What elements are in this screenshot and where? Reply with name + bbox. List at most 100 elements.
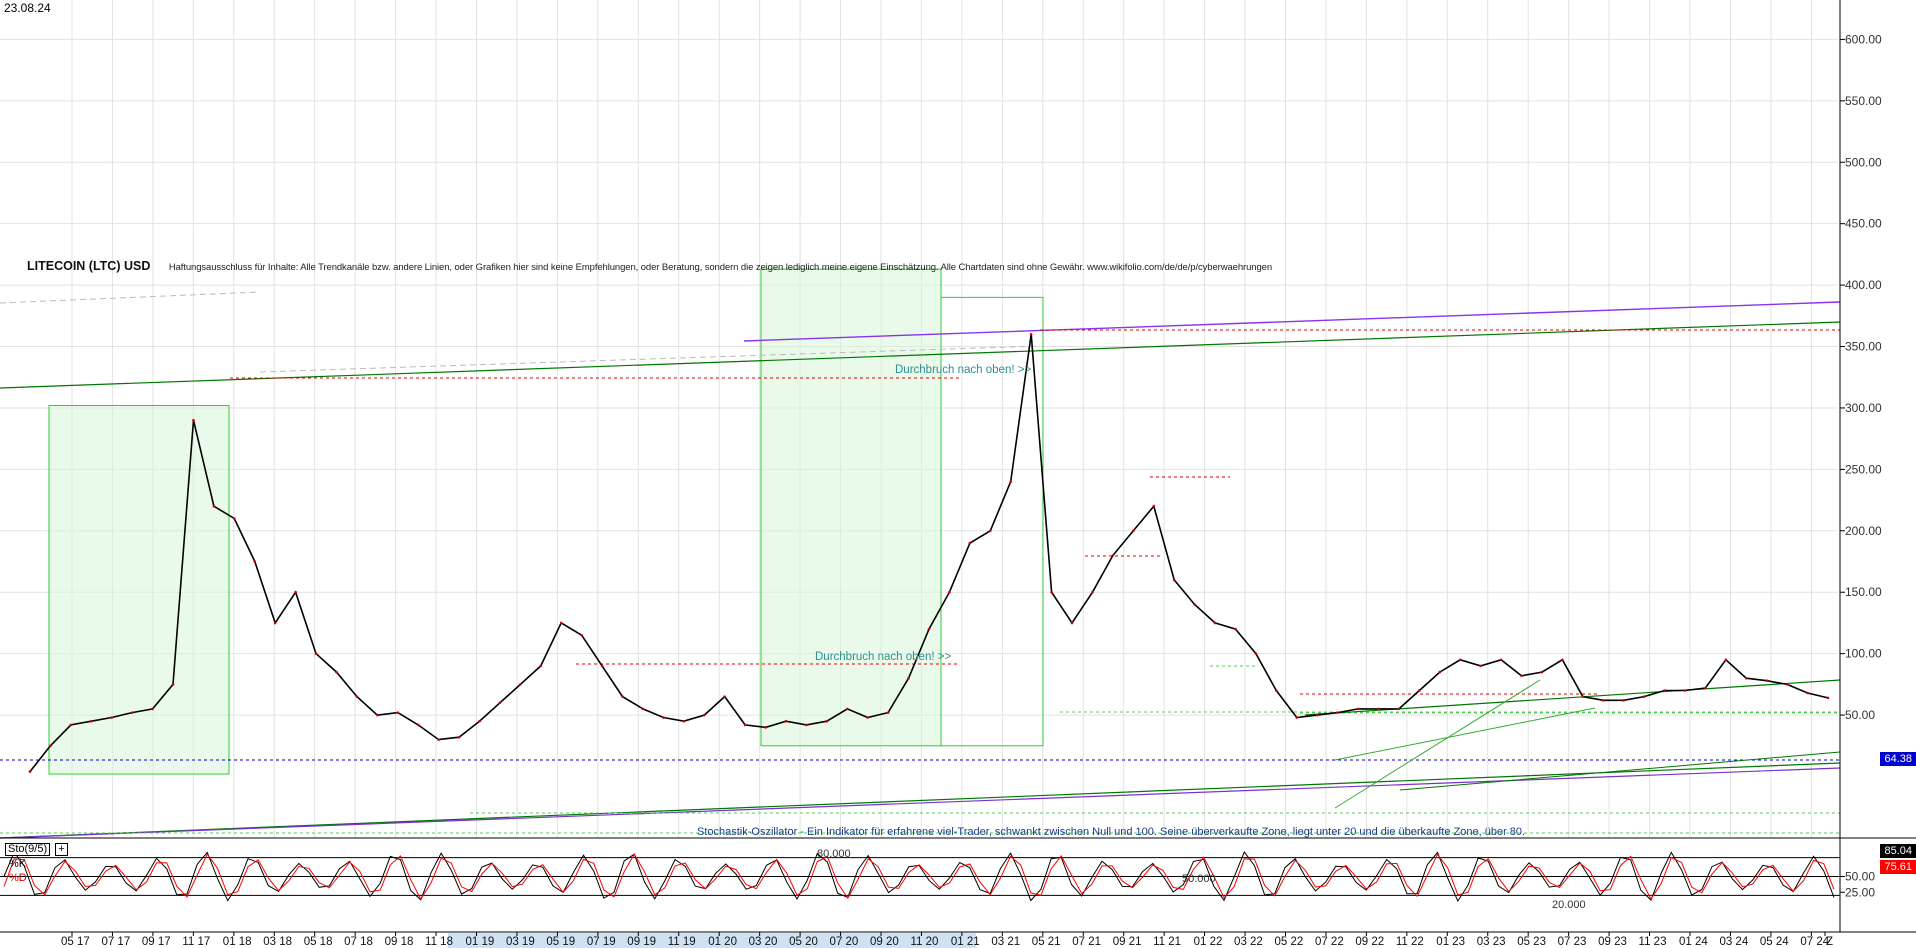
price-point bbox=[907, 676, 910, 680]
time-tick-label: 03 22 bbox=[1234, 936, 1263, 948]
breakout-annotation-1: Durchbruch nach oben! >> bbox=[895, 364, 1032, 376]
price-point bbox=[539, 664, 543, 668]
price-point bbox=[743, 723, 747, 727]
time-tick-label: 03 23 bbox=[1477, 936, 1506, 948]
price-point bbox=[702, 713, 706, 717]
price-tick-label: 300.00 bbox=[1845, 401, 1882, 415]
time-tick-label: 09 19 bbox=[627, 936, 656, 948]
price-point bbox=[1826, 696, 1830, 700]
price-point bbox=[1704, 686, 1707, 690]
price-point bbox=[600, 664, 604, 668]
price-point bbox=[28, 770, 32, 773]
price-point bbox=[1663, 689, 1666, 692]
price-tick-label: 100.00 bbox=[1845, 647, 1882, 661]
price-point bbox=[927, 627, 931, 631]
last-price-tag: 64.38 bbox=[1880, 752, 1916, 766]
price-point bbox=[1438, 670, 1442, 674]
price-point bbox=[130, 711, 134, 714]
price-point bbox=[1356, 707, 1360, 711]
price-point bbox=[314, 652, 318, 655]
price-point bbox=[1540, 670, 1544, 674]
price-point bbox=[212, 504, 216, 508]
time-tick-label: 11 19 bbox=[668, 936, 696, 948]
price-point bbox=[1070, 621, 1074, 625]
zone-box-3 bbox=[940, 296, 1044, 747]
time-tick-label: 09 18 bbox=[385, 936, 414, 948]
time-tick-label: 01 21 bbox=[951, 936, 980, 948]
time-tick-label: 09 23 bbox=[1598, 936, 1627, 948]
time-tick-label: 03 24 bbox=[1719, 936, 1748, 948]
price-point bbox=[784, 719, 788, 723]
time-tick-label: 03 21 bbox=[991, 936, 1020, 948]
price-point bbox=[457, 735, 461, 739]
price-point bbox=[1132, 529, 1135, 533]
price-point bbox=[1152, 504, 1156, 508]
level-20-label: 20.000 bbox=[1552, 899, 1586, 911]
price-point bbox=[1234, 627, 1237, 631]
price-point bbox=[1479, 664, 1482, 668]
old-resistance-line-2 bbox=[259, 345, 1041, 373]
price-point bbox=[559, 621, 563, 625]
price-point bbox=[580, 633, 583, 637]
price-point bbox=[621, 695, 624, 698]
time-tick-label: 01 18 bbox=[223, 936, 252, 948]
old-resistance-line bbox=[0, 291, 261, 304]
time-tick-label: 07 24 bbox=[1800, 936, 1829, 948]
time-tick-label: 09 17 bbox=[142, 936, 171, 948]
price-point bbox=[355, 695, 359, 698]
price-point bbox=[1397, 707, 1401, 711]
price-point bbox=[110, 716, 114, 719]
k-last-tag: 85.04 bbox=[1880, 844, 1916, 858]
price-point bbox=[1336, 711, 1339, 714]
sto-bg bbox=[0, 839, 1840, 932]
time-tick-label: 07 17 bbox=[101, 936, 130, 948]
price-point bbox=[1091, 590, 1094, 594]
price-point bbox=[1622, 699, 1625, 702]
upper-channel-line bbox=[0, 321, 1841, 389]
time-tick-label: 01 24 bbox=[1679, 936, 1708, 948]
price-point bbox=[1561, 658, 1564, 662]
time-tick-label: 09 20 bbox=[870, 936, 899, 948]
time-tick-label: 11 22 bbox=[1396, 936, 1424, 948]
zone-box-1 bbox=[48, 404, 230, 775]
wedge-line-2 bbox=[1334, 707, 1596, 761]
time-tick-label: 07 20 bbox=[830, 936, 859, 948]
price-point bbox=[1458, 658, 1462, 662]
breakout-annotation-2: Durchbruch nach oben! >> bbox=[815, 651, 952, 663]
price-point bbox=[233, 517, 236, 520]
price-point bbox=[396, 711, 400, 714]
price-point bbox=[335, 670, 338, 674]
stochastic-panel bbox=[0, 837, 1916, 932]
price-point bbox=[294, 590, 297, 594]
price-point bbox=[825, 719, 829, 723]
time-tick-label: 01 20 bbox=[708, 936, 737, 948]
price-point bbox=[886, 711, 890, 714]
price-point bbox=[273, 621, 277, 625]
disclaimer-text: Haftungsausschluss für Inhalte: Alle Tre… bbox=[168, 262, 1273, 273]
lower-channel-line bbox=[0, 762, 1841, 839]
time-tick-label: 11 17 bbox=[182, 936, 210, 948]
add-indicator-button[interactable]: + bbox=[55, 843, 68, 856]
lower-channel-line-purple bbox=[0, 767, 1841, 839]
price-tick-label: 450.00 bbox=[1845, 217, 1882, 231]
price-point bbox=[764, 726, 767, 729]
stochastic-note: Stochastik-Oszillator - Ein Indikator fü… bbox=[697, 826, 1526, 838]
indicator-label[interactable]: Sto(9/5) bbox=[5, 843, 51, 856]
price-point bbox=[1785, 683, 1789, 686]
time-tick-label: 09 22 bbox=[1355, 936, 1384, 948]
price-point bbox=[988, 529, 992, 533]
time-tick-label: 05 23 bbox=[1517, 936, 1546, 948]
price-point bbox=[682, 719, 686, 723]
price-point bbox=[478, 719, 481, 723]
time-tick-label: 03 20 bbox=[749, 936, 778, 948]
time-tick-label: 07 19 bbox=[587, 936, 616, 948]
price-point bbox=[805, 723, 808, 727]
price-point bbox=[1295, 716, 1299, 719]
price-tick-label: 50.00 bbox=[1845, 708, 1875, 722]
price-tick-label: 150.00 bbox=[1845, 585, 1882, 599]
year-highlight-2019 bbox=[448, 933, 976, 948]
level-50-label: 50.000 bbox=[1182, 873, 1216, 885]
price-tick-label: 250.00 bbox=[1845, 462, 1882, 476]
